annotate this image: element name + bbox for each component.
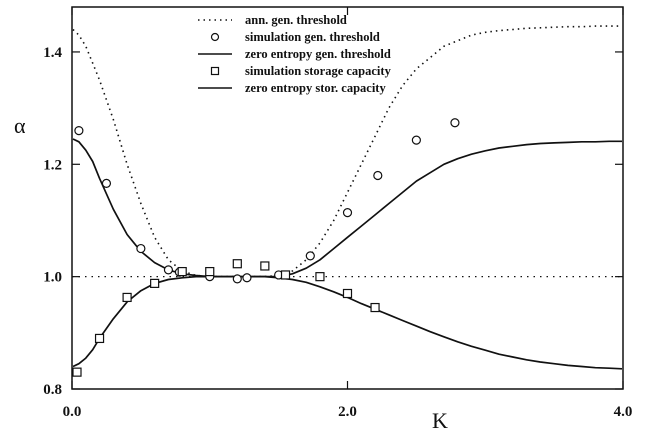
legend-label: zero entropy stor. capacity (245, 81, 386, 95)
circle-marker (242, 273, 252, 283)
y-axis-label: α (14, 113, 26, 138)
square-marker (342, 288, 353, 299)
square-marker (260, 261, 270, 271)
square-marker (150, 278, 160, 288)
circle-marker (232, 274, 242, 284)
square-marker (122, 292, 132, 303)
circle-marker (136, 243, 146, 254)
legend-label: simulation gen. threshold (245, 30, 380, 44)
square-marker (280, 270, 291, 280)
legend-label: ann. gen. threshold (245, 13, 347, 27)
circle-marker (450, 118, 460, 128)
series-line-2 (72, 138, 622, 278)
y-tick-label: 1.4 (43, 45, 62, 61)
y-tick-label: 1.0 (43, 270, 62, 286)
legend-label: simulation storage capacity (245, 64, 392, 78)
circle-marker (305, 251, 315, 261)
x-axis-label: K (432, 408, 448, 433)
circle-marker (101, 178, 112, 188)
y-tick-label: 1.2 (43, 157, 62, 173)
x-tick-label: 2.0 (338, 404, 357, 420)
square-marker (72, 367, 82, 377)
circle-marker (411, 135, 421, 145)
legend-circle-marker (210, 32, 220, 42)
circle-marker (74, 125, 84, 136)
series-line-0 (72, 25, 622, 278)
square-marker (370, 302, 380, 313)
series-line-4 (72, 275, 623, 370)
square-marker (205, 266, 215, 277)
circle-marker (373, 170, 383, 181)
y-tick-label: 0.8 (43, 382, 62, 398)
x-tick-label: 4.0 (614, 404, 633, 420)
square-marker (315, 272, 325, 282)
square-marker (94, 333, 105, 344)
circle-marker (163, 265, 174, 275)
legend-square-marker (210, 66, 220, 76)
square-marker (232, 259, 242, 269)
x-tick-label: 0.0 (63, 404, 82, 420)
square-marker (177, 266, 187, 277)
circle-marker (342, 208, 353, 218)
legend-label: zero entropy gen. threshold (245, 47, 391, 61)
